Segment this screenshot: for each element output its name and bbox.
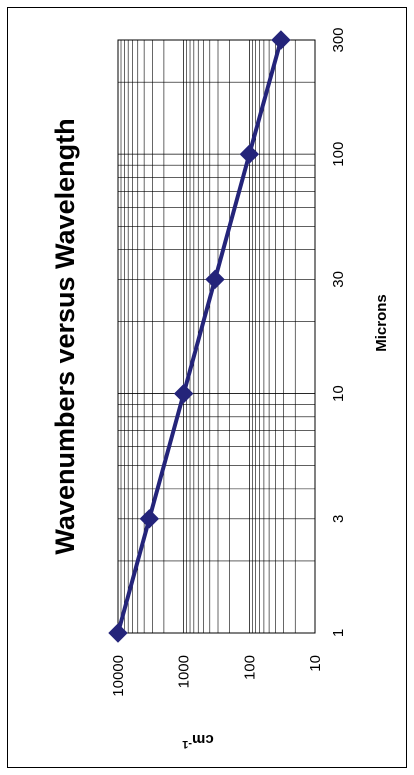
data-point [271,30,291,50]
y-axis-label-unit: cm [192,731,214,748]
x-tick-label: 3 [330,515,347,523]
x-tick-label: 100 [330,142,347,167]
data-point [108,623,128,643]
data-point [239,144,260,164]
grid [117,39,316,634]
x-tick-label: 300 [330,27,347,52]
y-tick-label: 10 [307,655,324,672]
y-axis-label-exponent: -1 [182,738,192,750]
y-tick-label: 100 [241,655,258,680]
chart-title: Wavenumbers versus Wavelength [50,118,80,554]
x-axis-label: Microns [373,294,390,352]
tick-labels: 1 3 10 30 100 300 10 100 1000 10000 [110,27,347,696]
data-point [139,509,160,529]
y-axis-label: cm-1 [182,731,213,750]
chart: 1 3 10 30 100 300 10 100 1000 10000 Wavenumbers v… [50,27,390,750]
series-line [116,39,283,634]
y-tick-label: 1000 [176,655,193,688]
x-tick-label: 30 [330,271,347,288]
x-tick-label: 10 [330,385,347,402]
x-tick-label: 1 [330,629,347,637]
data-series [108,30,291,643]
data-point [173,383,194,404]
plot-area [117,39,316,634]
data-point [205,269,225,290]
chart-frame: 1 3 10 30 100 300 10 100 1000 10000 Wavenumbers v… [7,7,407,768]
y-tick-label: 10000 [110,655,127,697]
